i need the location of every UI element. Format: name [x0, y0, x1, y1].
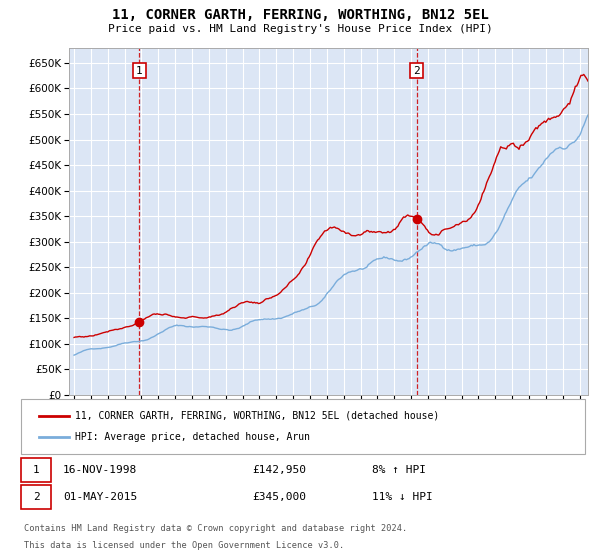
- Text: 11, CORNER GARTH, FERRING, WORTHING, BN12 5EL: 11, CORNER GARTH, FERRING, WORTHING, BN1…: [112, 8, 488, 22]
- Text: 2: 2: [32, 492, 40, 502]
- Text: Contains HM Land Registry data © Crown copyright and database right 2024.: Contains HM Land Registry data © Crown c…: [24, 524, 407, 533]
- Text: HPI: Average price, detached house, Arun: HPI: Average price, detached house, Arun: [75, 432, 310, 442]
- Text: 01-MAY-2015: 01-MAY-2015: [63, 492, 137, 502]
- Text: 2: 2: [413, 66, 420, 76]
- Text: 8% ↑ HPI: 8% ↑ HPI: [372, 465, 426, 475]
- Text: Price paid vs. HM Land Registry's House Price Index (HPI): Price paid vs. HM Land Registry's House …: [107, 24, 493, 34]
- Text: 16-NOV-1998: 16-NOV-1998: [63, 465, 137, 475]
- Text: 1: 1: [136, 66, 143, 76]
- Text: This data is licensed under the Open Government Licence v3.0.: This data is licensed under the Open Gov…: [24, 541, 344, 550]
- Text: 11, CORNER GARTH, FERRING, WORTHING, BN12 5EL (detached house): 11, CORNER GARTH, FERRING, WORTHING, BN1…: [75, 410, 439, 421]
- Text: £142,950: £142,950: [252, 465, 306, 475]
- Text: 1: 1: [32, 465, 40, 475]
- Text: 11% ↓ HPI: 11% ↓ HPI: [372, 492, 433, 502]
- Text: £345,000: £345,000: [252, 492, 306, 502]
